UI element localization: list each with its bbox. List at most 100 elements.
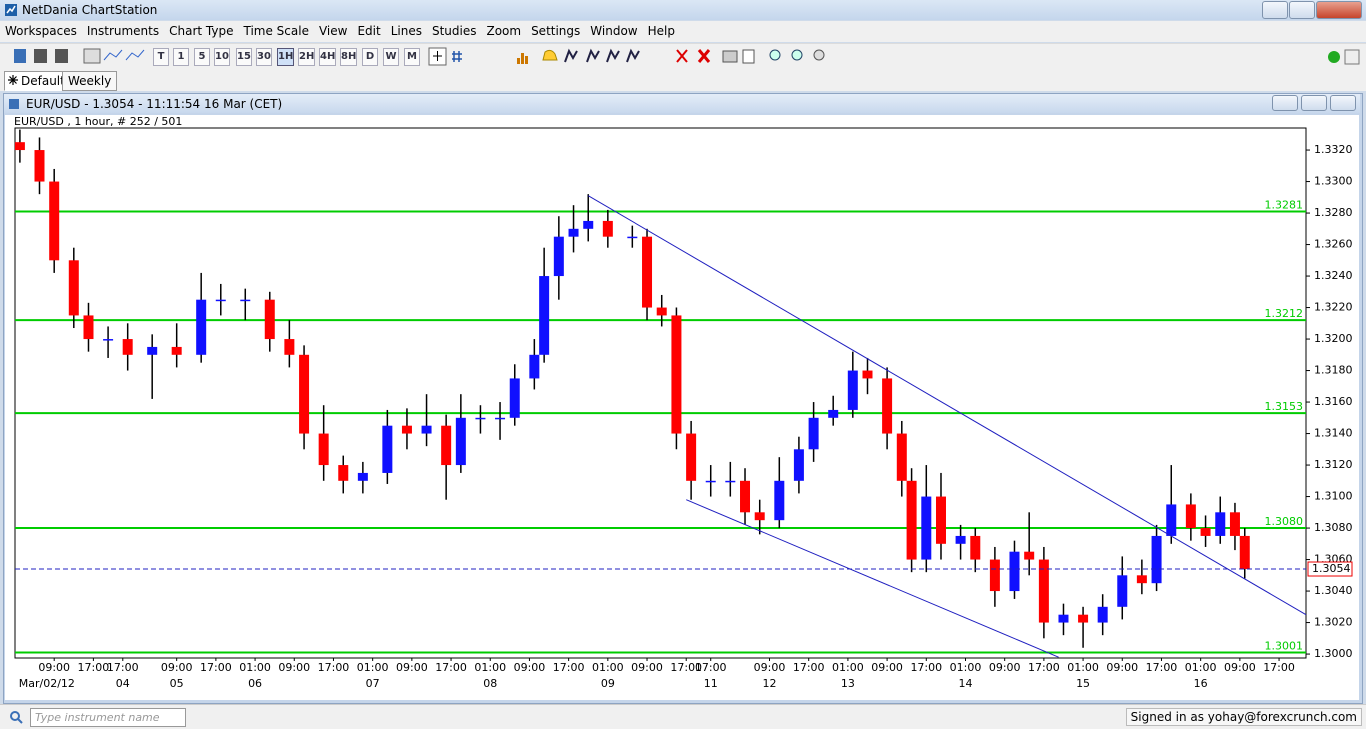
candle-body	[103, 339, 114, 341]
timescale-button[interactable]: W	[383, 48, 399, 66]
candle-body	[568, 228, 579, 237]
tab[interactable]: Weekly	[62, 71, 118, 91]
chart-minimize[interactable]	[1272, 95, 1298, 111]
timescale-button[interactable]: 4H	[319, 48, 337, 66]
menu-item[interactable]: Lines	[390, 24, 422, 38]
candle-body	[1078, 614, 1089, 623]
timescale-button[interactable]: 15	[236, 48, 252, 66]
instrument-search[interactable]: Type instrument name	[30, 708, 186, 727]
x-tick-label: 17:00	[793, 661, 825, 674]
status-bar: Type instrument name Signed in as yohay@…	[0, 704, 1366, 729]
timescale-button[interactable]: 1H	[277, 48, 295, 66]
candle-body	[1185, 504, 1196, 529]
candle-body	[970, 535, 981, 560]
timescale-button[interactable]: 8H	[340, 48, 358, 66]
x-date-label: 15	[1076, 677, 1090, 690]
tab[interactable]: Default	[4, 71, 71, 91]
timescale-button[interactable]: D	[362, 48, 378, 66]
current-price-label: 1.3054	[1312, 562, 1351, 575]
menu-item[interactable]: Instruments	[86, 24, 160, 38]
candle-body	[196, 299, 207, 355]
signed-in-status: Signed in as yohay@forexcrunch.com	[1125, 708, 1362, 726]
x-tick-label: 17:00	[107, 661, 139, 674]
candle-body	[1239, 535, 1250, 570]
x-tick-label: 17:00	[78, 661, 110, 674]
y-tick-label: 1.3200	[1314, 332, 1353, 345]
x-tick-label: 09:00	[871, 661, 903, 674]
level-label: 1.3281	[1265, 198, 1304, 211]
candle-body	[49, 181, 60, 261]
candle-body	[686, 433, 697, 481]
menu-item[interactable]: Chart Type	[169, 24, 234, 38]
x-tick-label: 09:00	[278, 661, 310, 674]
y-tick-label: 1.3040	[1314, 584, 1353, 597]
candle-body	[284, 339, 295, 355]
x-tick-label: 17:00	[910, 661, 942, 674]
menu-item[interactable]: Window	[590, 24, 638, 38]
x-tick-label: 09:00	[754, 661, 786, 674]
timescale-button[interactable]: T	[153, 48, 169, 66]
candle-body	[896, 433, 907, 481]
chart-maximize[interactable]	[1301, 95, 1327, 111]
candle-body	[671, 315, 682, 434]
candle-body	[1200, 528, 1211, 536]
timescale-button[interactable]: M	[404, 48, 420, 66]
candle-body	[122, 339, 133, 355]
x-tick-label: 17:00	[1028, 661, 1060, 674]
x-date-label: 04	[116, 677, 130, 690]
toolbar-icons-2	[428, 47, 825, 66]
y-tick-label: 1.3120	[1314, 458, 1353, 471]
search-icon	[10, 711, 23, 724]
menu-item[interactable]: Workspaces	[5, 24, 77, 38]
title-bar: NetDania ChartStation	[0, 0, 1366, 20]
x-tick-label: 17:00	[435, 661, 467, 674]
timescale-button[interactable]: 5	[194, 48, 210, 66]
chart-window-title: EUR/USD - 1.3054 - 11:11:54 16 Mar (CET)	[26, 97, 283, 111]
y-tick-label: 1.3020	[1314, 616, 1353, 629]
menu-item[interactable]: Edit	[357, 24, 381, 38]
candle-body	[215, 299, 226, 302]
menu-item[interactable]: Time Scale	[243, 24, 309, 38]
candle-body	[1038, 559, 1049, 623]
candle-body	[1215, 512, 1226, 536]
y-tick-label: 1.3140	[1314, 427, 1353, 440]
x-tick-label: 17:00	[1263, 661, 1295, 674]
menu-item[interactable]: Studies	[431, 24, 477, 38]
minimize-button[interactable]	[1262, 1, 1288, 19]
candle-body	[989, 559, 1000, 592]
x-date-label: 07	[366, 677, 380, 690]
y-tick-label: 1.3100	[1314, 490, 1353, 503]
candle-body	[602, 220, 613, 237]
chart-close[interactable]	[1330, 95, 1356, 111]
candle-body	[475, 417, 486, 420]
level-label: 1.3212	[1265, 307, 1304, 320]
x-tick-label: 17:00	[200, 661, 232, 674]
candle-body	[774, 480, 785, 521]
menu-item[interactable]: Help	[647, 24, 675, 38]
candle-body	[847, 370, 858, 410]
x-tick-label: 01:00	[474, 661, 506, 674]
y-tick-label: 1.3160	[1314, 395, 1353, 408]
y-tick-label: 1.3280	[1314, 206, 1353, 219]
candle-body	[147, 346, 158, 355]
timescale-button[interactable]: 30	[256, 48, 272, 66]
candle-body	[705, 480, 716, 483]
candle-body	[935, 496, 946, 544]
timescale-button[interactable]: 1	[173, 48, 189, 66]
close-button[interactable]	[1316, 1, 1362, 19]
x-tick-label: 09:00	[396, 661, 428, 674]
x-date-label: 16	[1194, 677, 1208, 690]
candle-body	[338, 465, 349, 481]
candle-body	[1058, 614, 1069, 623]
candle-body	[862, 370, 873, 379]
menu-item[interactable]: View	[318, 24, 348, 38]
timescale-button[interactable]: 10	[214, 48, 230, 66]
chart-background	[5, 115, 1359, 700]
menu-item[interactable]: Zoom	[486, 24, 522, 38]
menu-item[interactable]: Settings	[531, 24, 581, 38]
candle-body	[68, 260, 79, 316]
candle-body	[725, 480, 736, 483]
candle-body	[627, 236, 638, 239]
maximize-button[interactable]	[1289, 1, 1315, 19]
timescale-button[interactable]: 2H	[298, 48, 316, 66]
